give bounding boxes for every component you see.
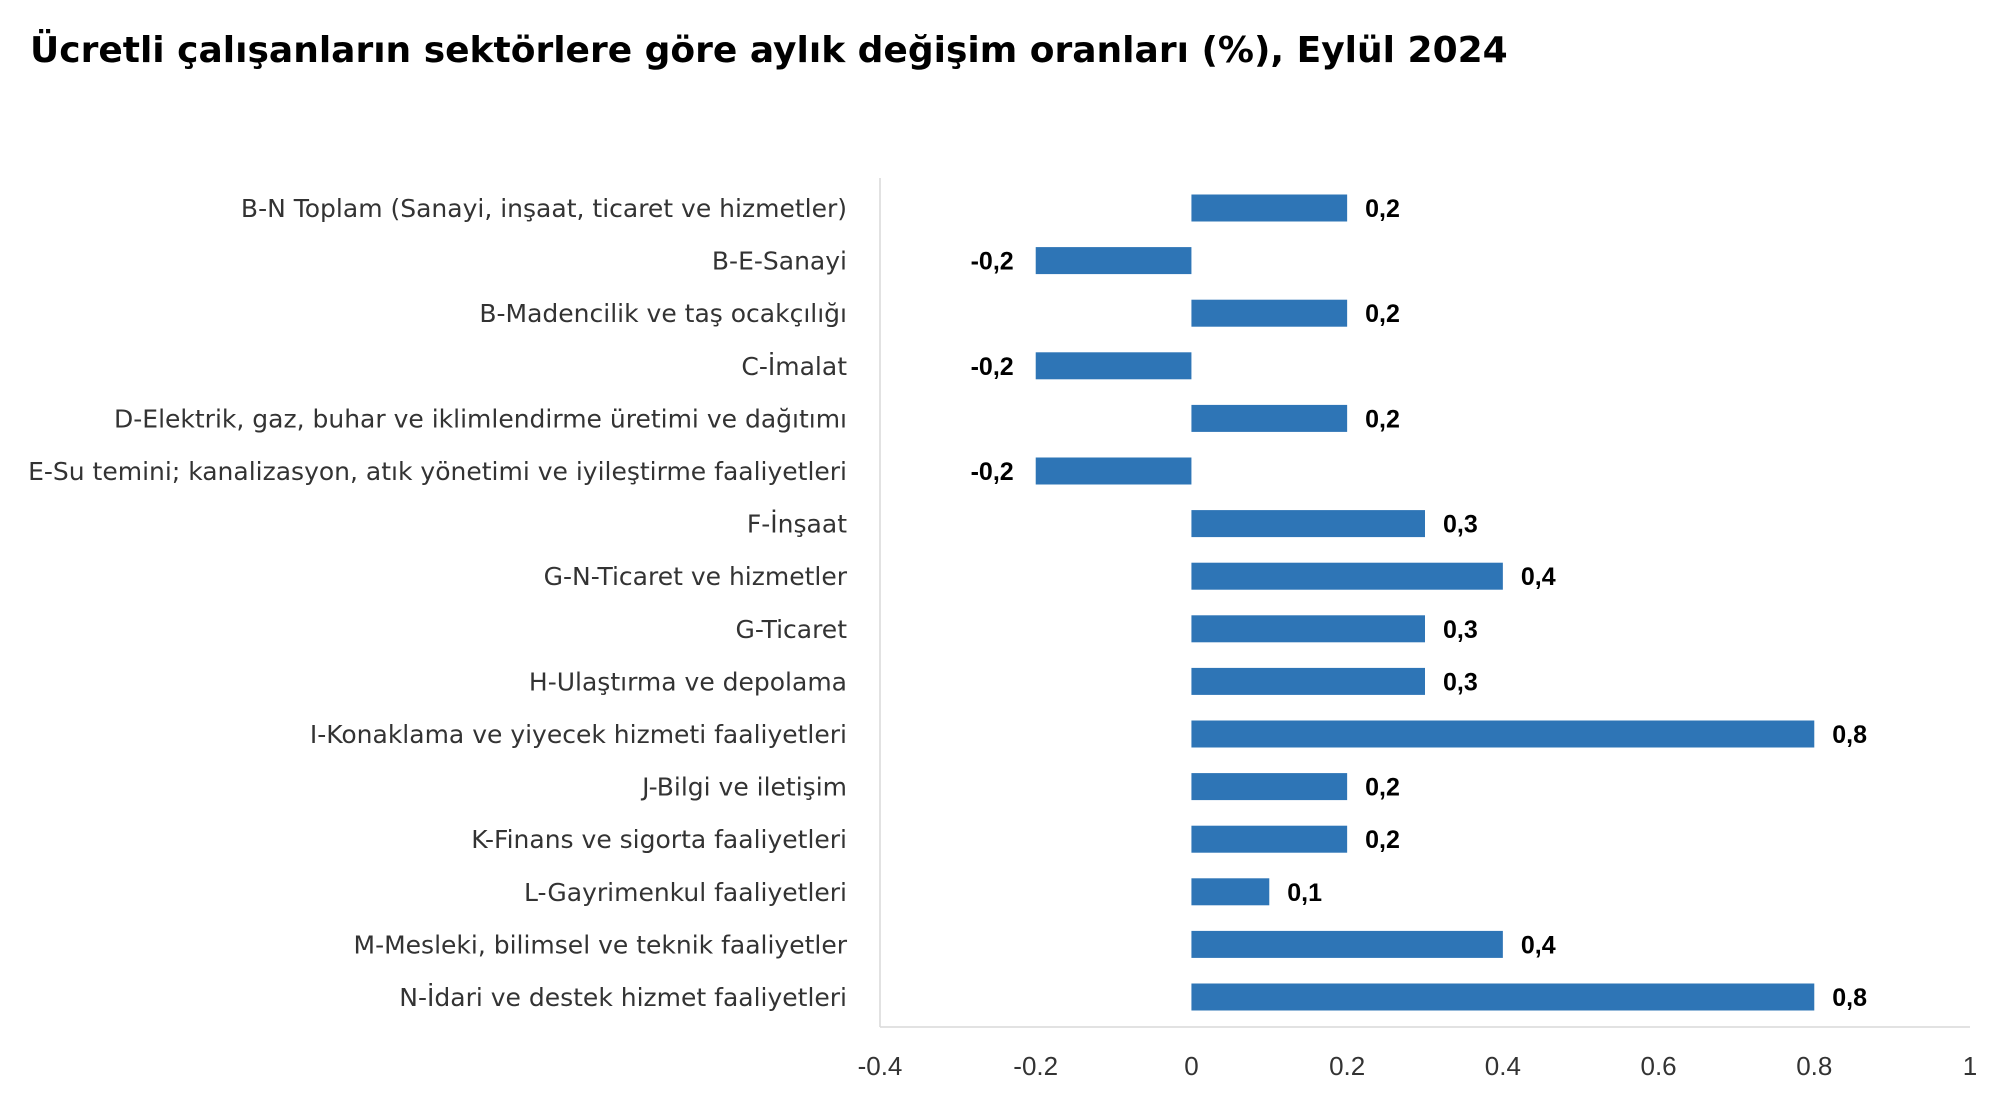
data-label: -0,2 — [971, 353, 1014, 381]
data-label: 0,3 — [1443, 511, 1478, 539]
bar — [1035, 352, 1192, 380]
x-tick-label: 0.8 — [1796, 1051, 1832, 1081]
data-label: 0,4 — [1521, 931, 1556, 959]
bar — [1035, 457, 1192, 485]
data-label: 0,8 — [1832, 984, 1867, 1012]
x-tick-label: 1 — [1963, 1051, 1977, 1081]
bar — [1191, 825, 1348, 853]
category-label: B-E-Sanayi — [712, 247, 847, 276]
category-label: B-N Toplam (Sanayi, inşaat, ticaret ve h… — [241, 194, 847, 223]
data-label: 0,2 — [1365, 300, 1400, 328]
x-tick-label: 0.2 — [1329, 1051, 1365, 1081]
bar — [1191, 615, 1425, 643]
data-label: 0,3 — [1443, 668, 1478, 696]
data-label: 0,1 — [1287, 879, 1322, 907]
bar — [1191, 878, 1270, 906]
data-label: 0,2 — [1365, 405, 1400, 433]
category-label: C-İmalat — [741, 352, 847, 381]
category-label: F-İnşaat — [747, 510, 847, 539]
x-tick-label: -0.2 — [1013, 1051, 1058, 1081]
data-label: 0,3 — [1443, 616, 1478, 644]
data-label: 0,2 — [1365, 774, 1400, 802]
data-label: 0,4 — [1521, 563, 1556, 591]
bar — [1191, 667, 1425, 695]
category-label: N-İdari ve destek hizmet faaliyetleri — [399, 983, 847, 1012]
category-label: D-Elektrik, gaz, buhar ve iklimlendirme … — [114, 404, 847, 433]
bar — [1191, 930, 1503, 958]
bar — [1035, 247, 1192, 275]
data-label: -0,2 — [971, 248, 1014, 276]
category-label: B-Madencilik ve taş ocakçılığı — [479, 299, 847, 328]
x-tick-label: 0.4 — [1485, 1051, 1521, 1081]
category-label: H-Ulaştırma ve depolama — [529, 667, 847, 696]
bar — [1191, 983, 1815, 1011]
x-tick-label: 0.6 — [1640, 1051, 1676, 1081]
category-label: E-Su temini; kanalizasyon, atık yönetimi… — [28, 457, 847, 486]
bar — [1191, 194, 1348, 222]
chart-title: Ücretli çalışanların sektörlere göre ayl… — [30, 30, 1508, 71]
bar — [1191, 510, 1425, 538]
category-label: J-Bilgi ve iletişim — [640, 773, 847, 802]
category-label: M-Mesleki, bilimsel ve teknik faaliyetle… — [354, 930, 848, 959]
data-label: -0,2 — [971, 458, 1014, 486]
bar — [1191, 720, 1815, 748]
data-label: 0,8 — [1832, 721, 1867, 749]
bar — [1191, 299, 1348, 327]
category-label: L-Gayrimenkul faaliyetleri — [524, 878, 847, 907]
category-label: I-Konaklama ve yiyecek hizmeti faaliyetl… — [310, 720, 847, 749]
category-label: G-N-Ticaret ve hizmetler — [544, 562, 848, 591]
data-label: 0,2 — [1365, 826, 1400, 854]
x-tick-label: 0 — [1184, 1051, 1198, 1081]
bar — [1191, 773, 1348, 801]
category-label: K-Finans ve sigorta faaliyetleri — [471, 825, 847, 854]
category-label: G-Ticaret — [735, 615, 847, 644]
x-tick-label: -0.4 — [858, 1051, 903, 1081]
data-label: 0,2 — [1365, 195, 1400, 223]
bar — [1191, 404, 1348, 432]
bar — [1191, 562, 1503, 590]
